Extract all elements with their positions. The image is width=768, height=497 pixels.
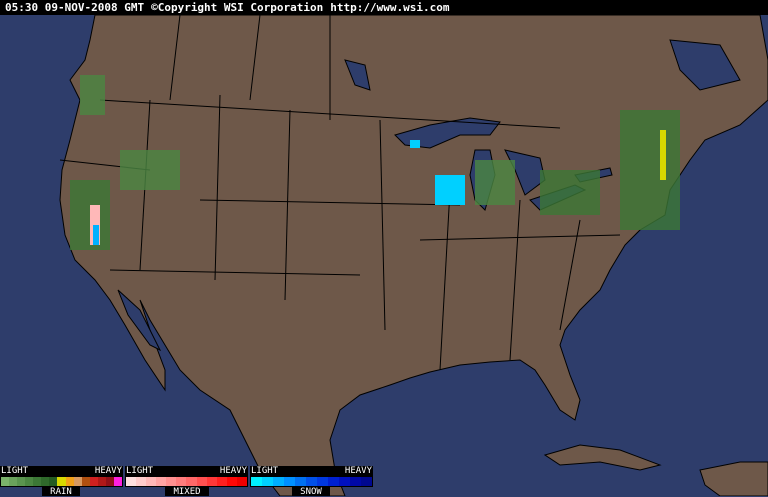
color-swatch xyxy=(317,477,328,486)
color-swatch xyxy=(105,477,114,486)
mixed-label: MIXED xyxy=(165,487,209,497)
color-swatch xyxy=(25,477,34,486)
url-link[interactable]: http://www.wsi.com xyxy=(330,1,450,14)
rain-light-label: LIGHT xyxy=(1,466,29,476)
color-swatch xyxy=(49,477,58,486)
color-swatch xyxy=(146,477,157,486)
color-swatch xyxy=(186,477,197,486)
color-swatch xyxy=(57,477,66,486)
color-swatch xyxy=(236,477,247,486)
state-borders xyxy=(59,15,621,371)
color-swatch xyxy=(328,477,339,486)
snow-heavy-label: HEAVY xyxy=(344,466,372,476)
color-swatch xyxy=(156,477,167,486)
color-swatch xyxy=(89,477,98,486)
mixed-legend: LIGHT HEAVY MIXED xyxy=(125,466,248,497)
color-swatch xyxy=(1,477,10,486)
cuba-land xyxy=(543,444,662,471)
color-swatch xyxy=(339,477,350,486)
mixed-color-scale xyxy=(125,476,248,487)
color-swatch xyxy=(295,477,306,486)
color-swatch xyxy=(126,477,137,486)
rain-color-scale xyxy=(0,476,123,487)
color-swatch xyxy=(113,477,122,486)
hudson-bay-inlet xyxy=(344,59,371,91)
north-america-land xyxy=(59,15,768,496)
radar-echoes xyxy=(70,75,680,250)
color-swatch xyxy=(284,477,295,486)
color-swatch xyxy=(273,477,284,486)
color-swatch xyxy=(166,477,177,486)
color-swatch xyxy=(33,477,42,486)
color-swatch xyxy=(206,477,217,486)
snow-light-label: LIGHT xyxy=(251,466,279,476)
snow-label: SNOW xyxy=(292,487,330,497)
color-swatch xyxy=(216,477,227,486)
color-swatch xyxy=(262,477,273,486)
color-swatch xyxy=(306,477,317,486)
color-swatch xyxy=(81,477,90,486)
color-swatch xyxy=(9,477,18,486)
color-swatch xyxy=(361,477,372,486)
color-swatch xyxy=(196,477,207,486)
color-swatch xyxy=(226,477,237,486)
header-bar: 05:30 09-NOV-2008 GMT ©Copyright WSI Corp… xyxy=(0,0,768,15)
timestamp: 05:30 09-NOV-2008 GMT xyxy=(5,1,145,14)
snow-color-scale xyxy=(250,476,373,487)
color-swatch xyxy=(251,477,262,486)
mixed-heavy-label: HEAVY xyxy=(219,466,247,476)
color-swatch xyxy=(17,477,26,486)
gulf-st-lawrence xyxy=(669,39,741,91)
color-swatch xyxy=(176,477,187,486)
color-swatch xyxy=(41,477,50,486)
mixed-light-label: LIGHT xyxy=(126,466,154,476)
color-swatch xyxy=(65,477,74,486)
color-swatch xyxy=(136,477,147,486)
rain-label: RAIN xyxy=(42,487,80,497)
radar-map xyxy=(0,15,768,496)
hispaniola-land xyxy=(699,461,768,496)
color-swatch xyxy=(73,477,82,486)
copyright: ©Copyright WSI Corporation xyxy=(151,1,324,14)
color-swatch xyxy=(97,477,106,486)
gulf-of-california xyxy=(117,289,162,352)
rain-heavy-label: HEAVY xyxy=(94,466,122,476)
color-swatch xyxy=(350,477,361,486)
rain-legend: LIGHT HEAVY RAIN xyxy=(0,466,123,497)
snow-legend: LIGHT HEAVY SNOW xyxy=(250,466,373,497)
